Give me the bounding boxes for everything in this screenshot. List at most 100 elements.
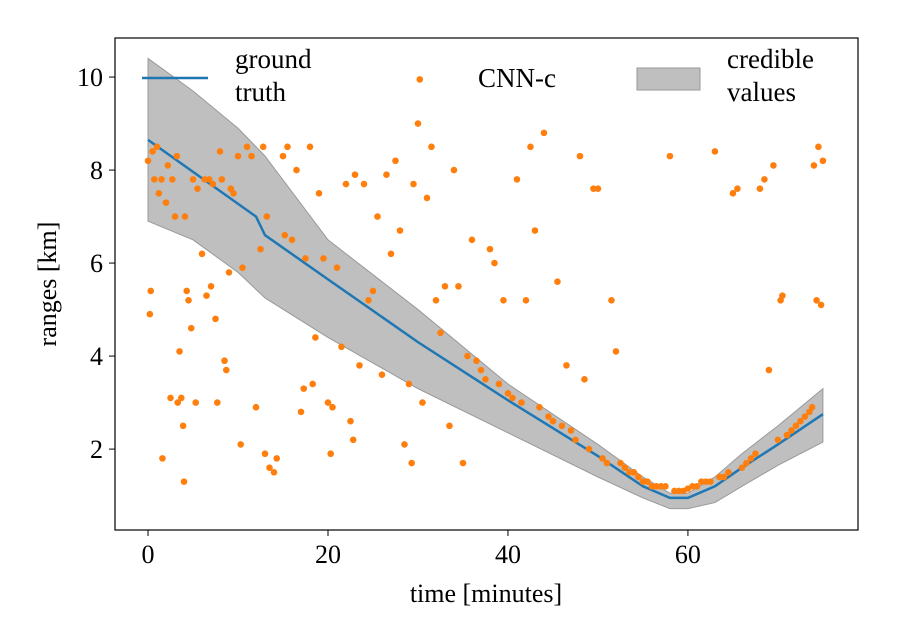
scatter-point [765,366,773,374]
scatter-point [203,292,210,299]
scatter-point [563,362,570,369]
scatter-point [329,403,336,411]
scatter-point [169,176,176,183]
scatter-point [266,464,273,471]
scatter-point [351,171,359,179]
y-tick-label: 4 [90,342,103,371]
scatter-point [187,324,195,332]
scatter-point [302,255,309,262]
scatter-point [315,190,323,197]
scatter-point [617,459,624,467]
scatter-point [666,152,674,160]
scatter-point [183,287,191,295]
scatter-point [342,180,350,188]
scatter-point [414,120,422,127]
scatter-point [408,459,415,467]
scatter-point [446,422,453,430]
scatter-point [237,441,245,448]
scatter-point [792,422,800,430]
scatter-point [356,362,363,369]
scatter-point [813,296,820,304]
scatter-point [306,143,314,151]
scatter-point [450,166,458,174]
scatter-point [293,166,300,174]
scatter-point [599,455,606,462]
scatter-point [428,143,435,151]
scatter-point [176,348,183,355]
scatter-point [693,482,701,490]
scatter-point [173,152,181,160]
scatter-point [459,459,467,467]
scatter-point [263,213,271,220]
plot-area [144,57,827,510]
y-tick-label: 8 [90,156,103,185]
scatter-point [441,283,449,290]
scatter-point [239,264,246,272]
scatter-point [327,450,334,458]
scatter-point [504,389,512,397]
scatter-point [536,403,543,411]
x-tick-label: 60 [675,540,701,569]
scatter-point [230,190,237,197]
scatter-point [545,413,552,420]
scatter-point [387,250,395,258]
scatter-point [437,329,444,337]
legend-label: CNN-c [478,63,556,93]
scatter-point [540,129,548,137]
scatter-point [225,269,233,276]
scatter-point [189,176,197,183]
scatter-point [279,152,287,160]
scatter-point [416,76,424,83]
scatter-point [180,478,188,485]
scatter-point [198,250,206,258]
scatter-point [273,455,281,462]
scatter-point [819,157,827,165]
scatter-point [815,143,822,151]
scatter-point [181,213,189,220]
scatter-point [300,385,307,392]
scatter-point [309,380,316,388]
scatter-point [297,408,305,416]
scatter-point [630,469,638,476]
scatter-point [164,162,172,169]
y-axis-label: ranges [km] [33,222,62,347]
scatter-point [178,394,185,402]
scatter-point [747,455,755,462]
scatter-point [808,403,816,411]
scatter-point [349,436,357,444]
scatter-point [644,478,651,485]
scatter-point [383,171,390,179]
scatter-point [360,180,368,188]
scatter-point [513,176,521,183]
scatter-point [147,287,155,295]
scatter-point [734,185,741,192]
scatter-point [212,315,219,323]
scatter-point [205,176,213,183]
scatter-point [774,436,782,444]
scatter-point [720,473,728,481]
scatter-point [270,469,278,476]
scatter-point [608,296,615,304]
scatter-point [423,194,431,202]
scatter-point [252,403,260,411]
scatter-point [531,227,539,234]
scatter-point [144,157,152,165]
scatter-point [248,152,255,160]
scatter-point [527,143,534,151]
scatter-point [738,464,746,471]
scatter-point [603,459,611,467]
scatter-point [216,148,224,155]
scatter-point [817,301,825,309]
y-tick-label: 2 [90,435,103,464]
scatter-point [752,450,759,458]
scatter-point [338,343,345,351]
scatter-point [770,162,777,169]
scatter-point [162,199,170,206]
scatter-point [261,450,269,458]
scatter-point [153,143,161,151]
scatter-point [491,259,498,267]
scatter-point [378,371,386,378]
scatter-point [149,148,156,155]
scatter-point [509,394,516,402]
scatter-point [761,176,768,183]
